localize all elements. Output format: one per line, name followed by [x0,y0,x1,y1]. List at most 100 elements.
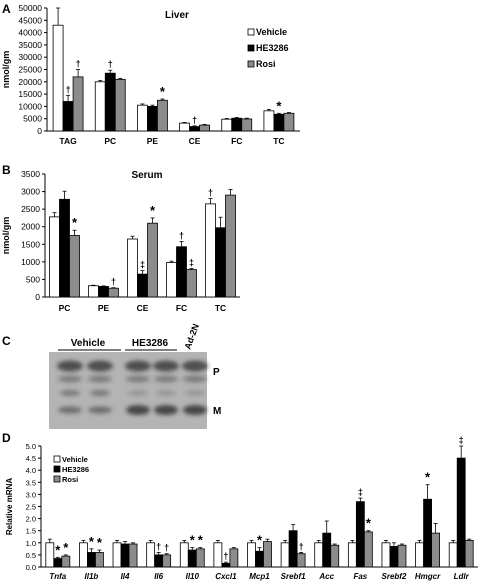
bar-vehicle-srebf1 [280,542,290,568]
bar-vehicle-ce [179,122,190,132]
category-label-acc: Acc [318,572,334,581]
significance-marker: * [160,84,166,99]
bar-vehicle-pc [49,216,60,298]
significance-marker: † [164,543,169,553]
bar-he3286-fc [176,246,187,298]
category-label-ldlr: Ldlr [454,572,470,581]
blot-band-faint [90,390,110,396]
significance-marker: † [76,59,81,69]
category-label-tag: TAG [59,136,77,146]
y-axis-label: Relative mRNA [5,478,14,536]
bar-he3286-il6 [154,554,164,568]
bar-vehicle-il4 [112,542,122,568]
y-tick-label: 35000 [18,40,42,50]
y-tick-label: 30000 [18,52,42,62]
chart-serum: 0 500 1000 1500 2000 2500 3000 3500 nmol/gm Serum… [1,169,240,313]
bar-rosi-il6 [162,554,172,568]
legend-swatch-he3286 [53,465,61,473]
chart-relative-mrna: 0.0 0.5 1.0 1.5 2.0 2.5 3.0 3.5 4.0 4.5 5.0 Relativ… [5,435,478,581]
bar-he3286-acc [322,532,332,568]
category-label-pe: PE [98,303,110,313]
bar-rosi-pc [114,78,126,132]
category-label-pe: PE [147,136,159,146]
significance-marker: * [97,535,103,550]
y-tick-label: 45000 [18,15,42,25]
blot-band-p2 [126,375,150,383]
bar-rosi-fas [363,531,373,568]
bar-rosi-il1b [95,552,104,568]
bar-he3286-il10 [187,549,197,568]
y-tick-label: 4.0 [26,466,36,475]
significance-marker: * [72,215,78,230]
bar-vehicle-tnfa [45,542,55,568]
y-tick-label: 50000 [18,3,42,13]
y-tick-label: 40000 [18,28,42,38]
bar-vehicle-fc [166,262,177,298]
bar-vehicle-tag [52,24,64,132]
blot-band-faint [60,390,80,396]
blot-band-p2 [58,375,82,383]
bar-vehicle-ce [127,238,138,298]
blot-band-m [58,406,82,414]
y-axis-label: nmol/gm [1,51,11,89]
band-label-p: P [213,367,220,378]
category-label-il4: Il4 [121,572,130,581]
bar-vehicle-fas [347,542,357,568]
bar-vehicle-il6 [146,542,156,568]
bar-he3286-ldlr [456,457,466,568]
bar-he3286-ce [137,273,148,298]
category-label-fas: Fas [353,572,367,581]
category-label-cxcl1: Cxcl1 [215,572,237,581]
bar-vehicle-srebf2 [381,542,391,568]
bar-vehicle-il10 [179,542,189,568]
legend-swatch-rosi [247,60,255,68]
bar-rosi-srebf1 [296,553,306,568]
y-tick-label: 0.0 [26,563,36,572]
y-tick-label: 25000 [18,65,42,75]
significance-marker: * [366,516,372,531]
blot-band-p [57,360,83,372]
bar-he3286-il4 [120,543,130,568]
panel-letter-a: A [2,2,11,16]
bar-rosi-fc [186,269,197,298]
blot-group-label-ad2n: Ad-2N [182,322,200,350]
blot-group-label-vehicle: Vehicle [71,338,106,349]
bar-he3286-tnfa [53,558,63,568]
bar-rosi-acc [330,544,340,568]
y-tick-label: 2000 [21,222,40,232]
y-tick-label: 0 [35,292,40,302]
category-label-mcp1: Mcp1 [249,572,270,581]
legend-label-rosi: Rosi [256,59,276,69]
category-label-il1b: Il1b [85,572,99,581]
significance-marker: ‡ [140,260,145,270]
blot-band-p [87,360,113,372]
blot-band-m [183,405,207,415]
legend-label-vehicle: Vehicle [62,455,88,464]
blot-band-p2 [88,375,112,383]
significance-marker: ‡ [358,487,363,497]
bar-rosi-pe [157,99,168,132]
y-tick-label: 1.0 [26,539,36,548]
y-tick-label: 1000 [21,257,40,267]
blot-band-p [125,360,151,372]
bar-vehicle-acc [314,542,324,568]
category-label-tc: TC [273,136,284,146]
category-label-pc: PC [59,303,71,313]
significance-marker: † [66,84,71,94]
bar-vehicle-pe [137,104,148,132]
y-axis-label: nmol/gm [1,217,11,255]
bar-rosi-pe [108,287,119,298]
y-tick-label: 20000 [18,77,42,87]
bar-rosi-pc [69,235,80,298]
y-tick-label: 2500 [21,204,40,214]
y-tick-label: 4.5 [26,454,36,463]
y-tick-label: 2.5 [26,503,36,512]
blot-band-p2 [154,375,178,383]
category-label-pc: PC [104,136,116,146]
significance-marker: † [108,59,113,69]
significance-marker: * [55,542,61,557]
category-label-il10: Il10 [186,572,200,581]
significance-marker: † [111,277,116,287]
y-tick-label: 1.5 [26,527,36,536]
category-label-fc: FC [176,303,187,313]
